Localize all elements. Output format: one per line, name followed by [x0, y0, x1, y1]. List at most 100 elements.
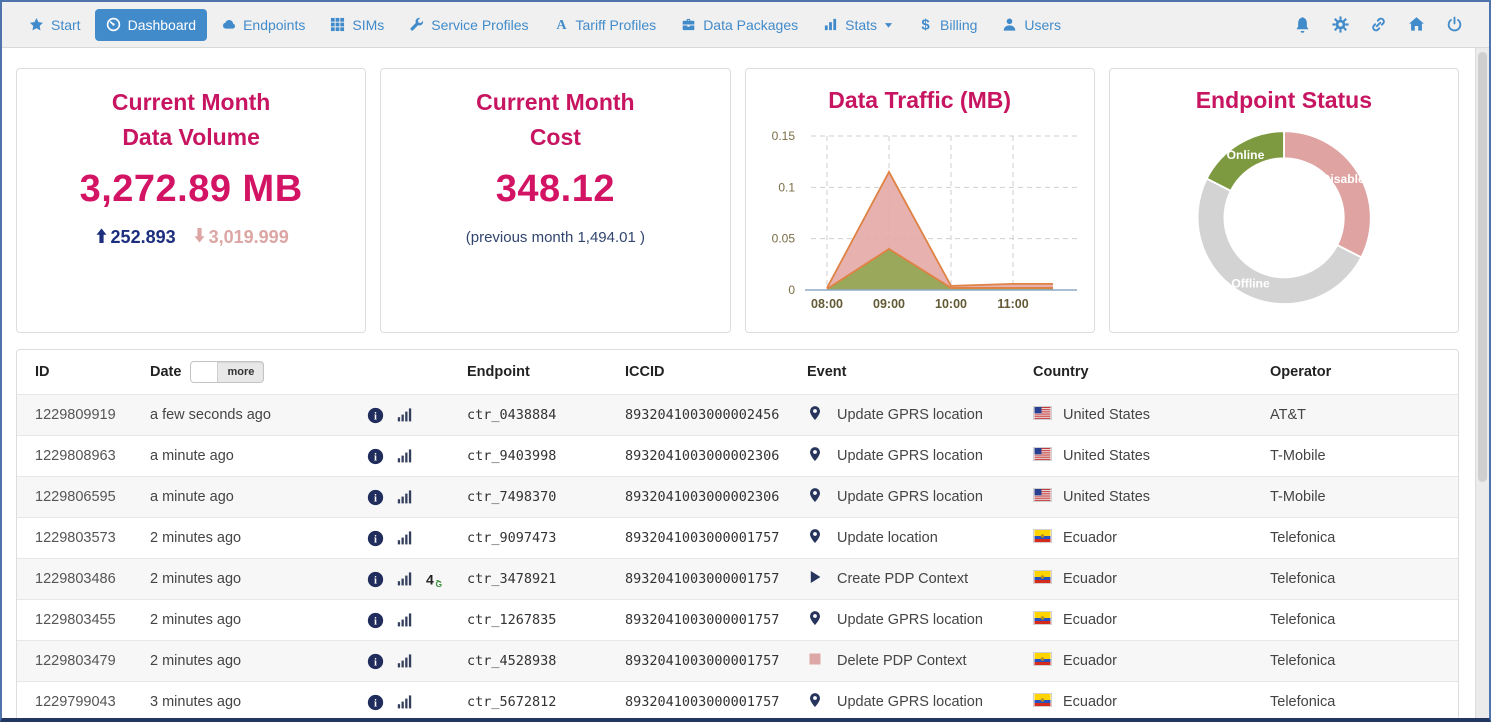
svg-text:4: 4: [426, 571, 434, 587]
nav-item-tariff-profiles[interactable]: A Tariff Profiles: [543, 9, 668, 41]
cell-id: 1229809919: [35, 407, 116, 423]
cell-status-icons: i: [367, 612, 467, 629]
flag-ec-icon: [1033, 693, 1063, 711]
navbar-items: Start Dashboard Endpoints SIMs Service Profi…: [18, 8, 1072, 41]
user-icon: [1002, 17, 1017, 32]
cell-id: 1229799043: [35, 694, 116, 710]
nav-item-users[interactable]: Users: [991, 9, 1072, 41]
cell-iccid: 8932041003000002306: [625, 489, 780, 505]
signal-icon[interactable]: [397, 448, 413, 464]
link-icon[interactable]: [1370, 16, 1387, 33]
summary-cards: Current Month Data Volume 3,272.89 MB 25…: [16, 68, 1459, 333]
chevron-down-icon: [884, 20, 893, 29]
donut-slice-online: [1205, 129, 1285, 192]
nav-item-data-packages[interactable]: Data Packages: [670, 9, 809, 41]
cell-endpoint: ctr_0438884: [467, 407, 557, 423]
nav-item-service-profiles[interactable]: Service Profiles: [398, 9, 539, 41]
info-icon[interactable]: i: [367, 653, 384, 670]
svg-text:i: i: [374, 698, 377, 709]
table-row: 1229803479 2 minutes ago i ctr_4528938 89320…: [17, 640, 1458, 681]
card-title: Endpoint Status: [1195, 87, 1373, 113]
table-row: 1229803455 2 minutes ago i ctr_1267835 89320…: [17, 599, 1458, 640]
header-event: Event: [807, 364, 847, 380]
power-icon[interactable]: [1446, 16, 1463, 33]
signal-icon[interactable]: [397, 530, 413, 546]
location-pin-icon: [807, 528, 837, 548]
signal-icon[interactable]: [397, 612, 413, 628]
cell-status-icons: i: [367, 653, 467, 670]
info-icon[interactable]: i: [367, 448, 384, 465]
cell-iccid: 8932041003000001757: [625, 694, 780, 710]
event-table: ID Date more Endpoint ICCID Event Countr…: [16, 349, 1459, 718]
briefcase-icon: [681, 17, 696, 32]
svg-text:08:00: 08:00: [811, 297, 843, 311]
play-icon: [807, 569, 837, 589]
donut-slice-label: Online: [1226, 147, 1264, 161]
info-icon[interactable]: i: [367, 530, 384, 547]
card-title-line2: Data Volume: [122, 123, 260, 150]
signal-icon[interactable]: [397, 694, 413, 710]
scrollbar-thumb[interactable]: [1478, 52, 1487, 482]
cell-date: a few seconds ago: [150, 407, 271, 423]
cell-event: Update GPRS location: [837, 448, 983, 464]
card-data-traffic: Data Traffic (MB) 0 0.05 0.1 0.15 08:00 09:00…: [744, 68, 1095, 333]
signal-icon[interactable]: [397, 489, 413, 505]
cell-country: Ecuador: [1063, 530, 1118, 546]
nav-item-dashboard[interactable]: Dashboard: [94, 8, 208, 41]
bell-icon[interactable]: [1294, 16, 1311, 33]
nav-item-stats[interactable]: Stats: [812, 9, 904, 41]
cell-event: Update GPRS location: [837, 407, 983, 423]
gauge-icon: [106, 17, 121, 32]
card-title: Current Month Cost: [381, 85, 729, 154]
svg-text:i: i: [374, 493, 377, 504]
table-row: 1229809919 a few seconds ago i ctr_0438884 8…: [17, 394, 1458, 435]
cell-country: Ecuador: [1063, 612, 1118, 628]
nav-item-label: Billing: [940, 16, 978, 33]
gear-icon[interactable]: [1332, 16, 1349, 33]
nav-item-billing[interactable]: $ Billing: [907, 9, 988, 41]
info-icon[interactable]: i: [367, 407, 384, 424]
home-icon[interactable]: [1408, 16, 1425, 33]
table-row: 1229806595 a minute ago i ctr_7498370 893204…: [17, 476, 1458, 517]
cell-event: Update GPRS location: [837, 489, 983, 505]
svg-text:i: i: [374, 534, 377, 545]
nav-item-label: Users: [1024, 16, 1061, 33]
nav-item-start[interactable]: Start: [18, 9, 92, 41]
card-title-line1: Current Month: [476, 89, 635, 115]
flag-us-icon: [1033, 447, 1063, 465]
cell-date: 2 minutes ago: [150, 530, 242, 546]
signal-icon[interactable]: [397, 653, 413, 669]
info-icon[interactable]: i: [367, 612, 384, 629]
cloud-icon: [221, 17, 236, 32]
table-row: 1229808963 a minute ago i ctr_9403998 893204…: [17, 435, 1458, 476]
svg-text:A: A: [556, 17, 567, 32]
donut-slice-label: Offline: [1231, 276, 1270, 290]
flag-us-icon: [1033, 488, 1063, 506]
signal-icon[interactable]: [397, 571, 413, 587]
star-icon: [29, 17, 44, 32]
cell-id: 1229803486: [35, 571, 116, 587]
cell-country: United States: [1063, 489, 1151, 505]
svg-text:i: i: [374, 616, 377, 627]
signal-icon[interactable]: [397, 407, 413, 423]
cell-date: a minute ago: [150, 489, 234, 505]
nav-item-sims[interactable]: SIMs: [319, 9, 395, 41]
vertical-scrollbar[interactable]: [1475, 48, 1489, 718]
nav-item-label: Endpoints: [243, 16, 306, 33]
cell-iccid: 8932041003000001757: [625, 612, 780, 628]
location-pin-icon: [807, 405, 837, 425]
info-icon[interactable]: i: [367, 489, 384, 506]
cell-iccid: 8932041003000001757: [625, 530, 780, 546]
info-icon[interactable]: i: [367, 694, 384, 711]
arrow-up-icon: [94, 227, 109, 248]
location-pin-icon: [807, 487, 837, 507]
date-more-toggle[interactable]: more: [190, 361, 265, 383]
info-icon[interactable]: i: [367, 571, 384, 588]
cell-country: United States: [1063, 407, 1151, 423]
cell-date: 2 minutes ago: [150, 571, 242, 587]
nav-item-endpoints[interactable]: Endpoints: [210, 9, 316, 41]
cell-event: Update GPRS location: [837, 694, 983, 710]
table-header-row: ID Date more Endpoint ICCID Event Countr…: [17, 350, 1458, 394]
